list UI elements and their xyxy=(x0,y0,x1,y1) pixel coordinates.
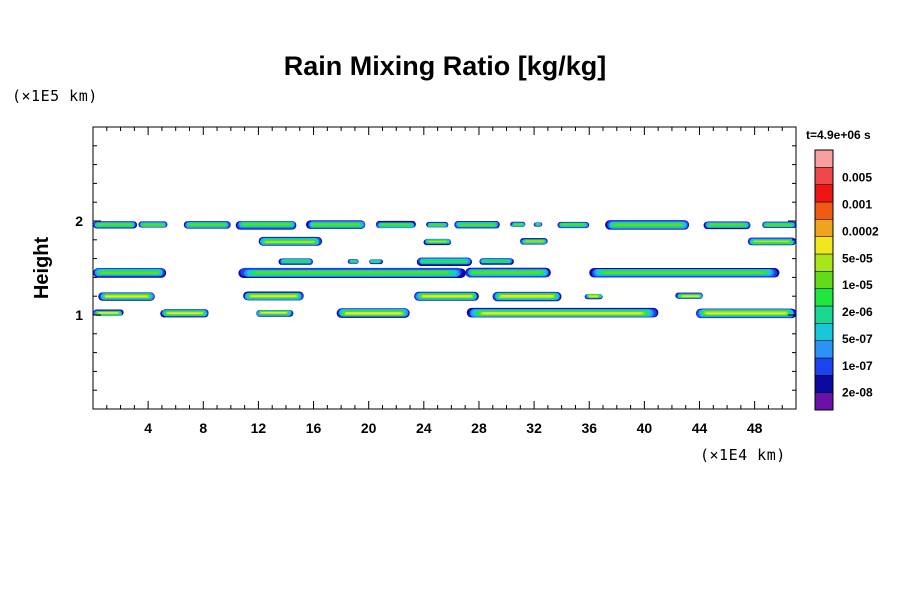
contour-band-segment xyxy=(422,295,472,297)
colorbar-swatch xyxy=(814,392,834,411)
contour-band-segment xyxy=(422,260,467,264)
y-axis-label: Height xyxy=(31,237,53,300)
contour-band-segment xyxy=(249,295,296,298)
colorbar-swatch xyxy=(814,184,834,203)
colorbar-label: 5e-07 xyxy=(842,332,873,346)
contour-band-segment xyxy=(98,223,133,226)
colorbar-swatch xyxy=(814,340,834,359)
contour-band-segment xyxy=(430,224,445,226)
colorbar-swatch xyxy=(814,236,834,255)
chart-title: Rain Mixing Ratio [kg/kg] xyxy=(284,51,607,81)
colorbar-swatch xyxy=(814,167,834,185)
contour-band-segment xyxy=(98,312,118,314)
colorbar-swatch xyxy=(814,219,834,237)
contour-band-segment xyxy=(312,223,360,226)
contour-band-segment xyxy=(536,224,539,226)
contour-band-segment xyxy=(260,312,287,314)
colorbar-swatch xyxy=(814,357,834,376)
x-tick-label: 44 xyxy=(692,420,708,436)
contour-band-segment xyxy=(709,223,745,226)
x-tick-label: 12 xyxy=(251,420,267,436)
colorbar-swatch xyxy=(814,375,834,393)
x-tick-label: 24 xyxy=(416,420,432,436)
colorbar-swatch xyxy=(814,253,834,272)
colorbar-label: 1e-05 xyxy=(842,278,873,292)
contour-band-segment xyxy=(350,260,356,262)
contour-band-segment xyxy=(345,312,402,315)
x-tick-label: 20 xyxy=(361,420,377,436)
contour-band-segment xyxy=(189,223,226,226)
contour-band-segment xyxy=(753,240,790,243)
contour-band-segment xyxy=(500,295,554,297)
contour-band-segment xyxy=(105,295,148,297)
contour-band-segment xyxy=(705,312,787,315)
contour-band-segment xyxy=(242,223,291,226)
colorbar-swatch xyxy=(814,288,834,307)
colorbar-label: 0.005 xyxy=(842,171,872,185)
x-tick-label: 48 xyxy=(747,420,763,436)
contour-band-segment xyxy=(561,223,585,226)
contour-band-segment xyxy=(428,241,447,243)
x-tick-label: 36 xyxy=(581,420,597,436)
y-tick-label: 2 xyxy=(75,213,83,229)
colorbar-frame xyxy=(814,149,834,411)
contour-band-segment xyxy=(603,271,764,274)
y-unit-label: (×1E5 km) xyxy=(12,87,98,105)
colorbar-swatch xyxy=(814,149,834,168)
x-tick-label: 8 xyxy=(199,420,207,436)
x-tick-label: 40 xyxy=(637,420,653,436)
contour-band-segment xyxy=(283,260,310,263)
colorbar-label: 2e-06 xyxy=(842,305,873,319)
colorbar-label: 5e-05 xyxy=(842,251,873,265)
contour-band-segment xyxy=(265,241,315,243)
contour-band-segment xyxy=(167,312,203,315)
colorbar-swatch xyxy=(814,271,834,289)
x-tick-label: 32 xyxy=(526,420,542,436)
contour-band-segment xyxy=(255,271,448,274)
contour-band-segment xyxy=(589,296,599,298)
x-tick-label: 16 xyxy=(306,420,322,436)
colorbar-label: 0.0002 xyxy=(842,224,879,238)
contour-band-segment xyxy=(472,271,542,274)
colorbar-swatch xyxy=(814,305,834,324)
colorbar-swatch xyxy=(814,323,834,341)
contour-band-segment xyxy=(525,240,544,242)
colorbar-label: 1e-07 xyxy=(842,359,873,373)
contour-band-segment xyxy=(513,223,522,226)
time-label: t=4.9e+06 s xyxy=(806,128,871,142)
colorbar-legend: 2e-08 1e-07 5e-07 2e-06 1e-05 5e-05 0.0002 0.00… xyxy=(814,149,879,411)
contour-band-segment xyxy=(766,224,792,227)
contour-band-segment xyxy=(483,312,642,315)
colorbar-label: 2e-08 xyxy=(842,386,873,400)
contour-band-segment xyxy=(681,295,700,298)
contour-band-segment xyxy=(614,223,683,227)
y-tick-label: 1 xyxy=(75,307,83,323)
x-tick-label: 28 xyxy=(471,420,487,436)
contour-band-segment xyxy=(380,223,411,226)
x-tick-label: 4 xyxy=(144,420,152,436)
contour-band-segment xyxy=(483,260,510,262)
colorbar-label: 0.001 xyxy=(842,198,872,212)
contour-band-segment xyxy=(371,261,380,263)
x-unit-label: (×1E4 km) xyxy=(700,446,786,464)
colorbar-swatch xyxy=(814,201,834,220)
contour-fills xyxy=(92,220,797,319)
contour-band-segment xyxy=(100,271,159,274)
contour-band-segment xyxy=(143,223,164,226)
contour-band-segment xyxy=(459,224,494,227)
